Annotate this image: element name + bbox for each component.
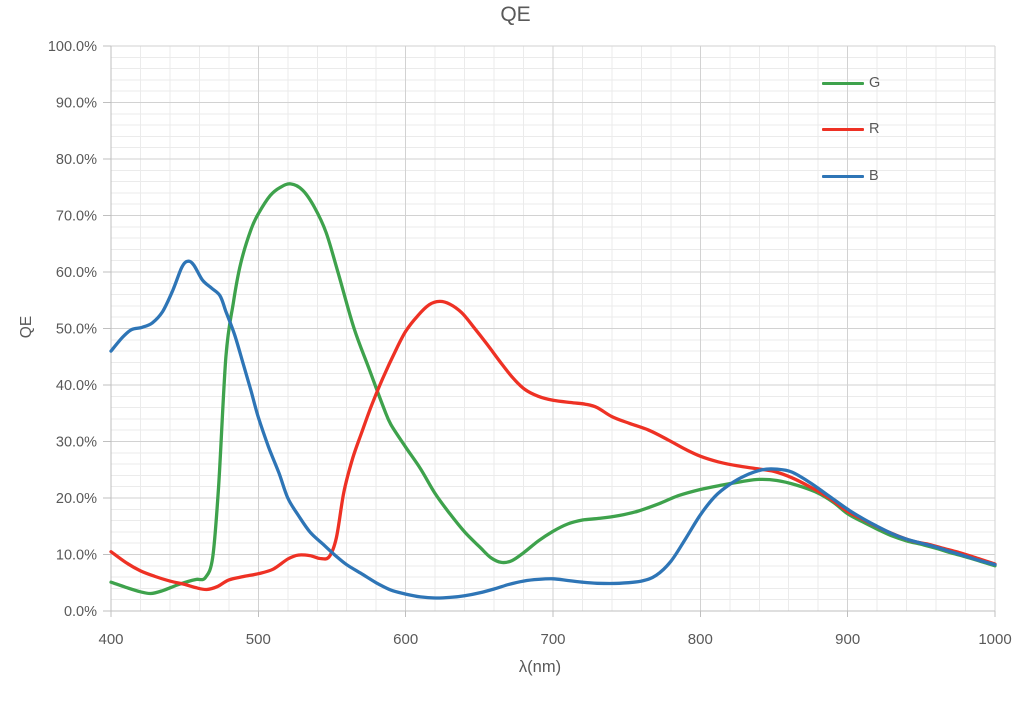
legend-entry-R: R bbox=[822, 118, 879, 140]
chart-title: QE bbox=[500, 3, 531, 26]
legend-swatch-G bbox=[822, 81, 864, 85]
series-B bbox=[109, 259, 997, 600]
legend-swatch-B bbox=[822, 174, 864, 178]
y-tick-label: 0.0% bbox=[64, 604, 97, 620]
x-tick-label: 400 bbox=[98, 631, 123, 648]
y-tick-label: 80.0% bbox=[56, 152, 97, 168]
y-tick-label: 10.0% bbox=[56, 548, 97, 564]
legend-entry-B: B bbox=[822, 165, 879, 187]
x-tick-label: 900 bbox=[835, 631, 860, 648]
y-tick-label: 60.0% bbox=[56, 265, 97, 281]
y-tick-label: 40.0% bbox=[56, 378, 97, 394]
y-tick-label: 20.0% bbox=[56, 491, 97, 507]
y-tick-label: 70.0% bbox=[56, 209, 97, 225]
x-tick-label: 800 bbox=[688, 631, 713, 648]
y-tick-label: 100.0% bbox=[48, 39, 97, 55]
legend-label-R: R bbox=[869, 121, 880, 137]
y-tick-label: 50.0% bbox=[56, 322, 97, 338]
legend-label-B: B bbox=[869, 168, 879, 184]
legend-entry-G: G bbox=[822, 72, 880, 94]
legend-swatch-R bbox=[822, 127, 864, 131]
x-axis-title: λ(nm) bbox=[518, 658, 562, 676]
y-tick-label: 30.0% bbox=[56, 435, 97, 451]
x-tick-label: 600 bbox=[393, 631, 418, 648]
axes bbox=[103, 45, 996, 617]
x-tick-label: 1000 bbox=[978, 631, 1011, 648]
series-R bbox=[109, 299, 997, 592]
x-tick-label: 500 bbox=[246, 631, 271, 648]
y-tick-label: 90.0% bbox=[56, 96, 97, 112]
x-tick-label: 700 bbox=[540, 631, 565, 648]
legend-label-G: G bbox=[869, 75, 881, 91]
y-axis-title: QE bbox=[18, 315, 35, 339]
tick-labels: 0.0% 10.0% 20.0% 30.0% 40.0% 50.0% 60.0% 70.0% 8… bbox=[48, 39, 1012, 648]
